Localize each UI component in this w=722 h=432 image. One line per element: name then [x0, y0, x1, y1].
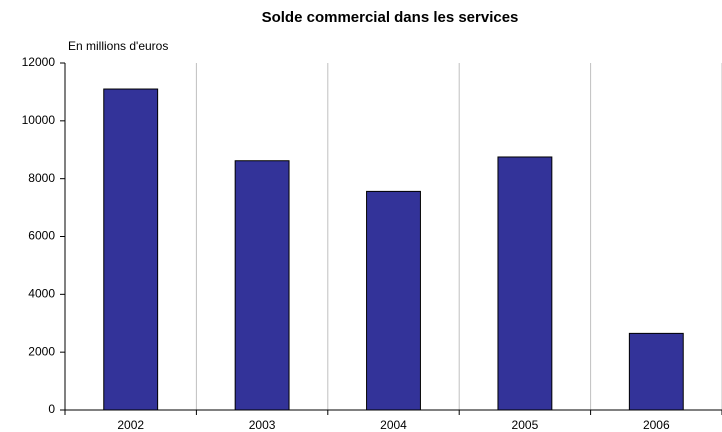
bar [103, 88, 159, 411]
y-tick-label: 6000 [28, 229, 55, 243]
x-tick-label: 2003 [249, 418, 276, 432]
y-tick-label: 4000 [28, 287, 55, 301]
chart-title: Solde commercial dans les services [262, 9, 519, 26]
x-tick-label: 2004 [380, 418, 407, 432]
bar [366, 190, 421, 411]
bar [234, 160, 290, 411]
y-tick-label: 2000 [28, 344, 55, 358]
x-tick-label: 2006 [643, 418, 670, 432]
x-tick-label: 2002 [117, 418, 144, 432]
y-tick-label: 10000 [22, 113, 56, 127]
y-tick-label: 0 [48, 402, 55, 416]
y-tick-label: 12000 [22, 55, 56, 69]
bar [628, 332, 684, 411]
y-axis-label: En millions d'euros [68, 39, 168, 53]
bar [497, 156, 553, 411]
x-tick-label: 2005 [512, 418, 539, 432]
y-tick-label: 8000 [28, 171, 55, 185]
